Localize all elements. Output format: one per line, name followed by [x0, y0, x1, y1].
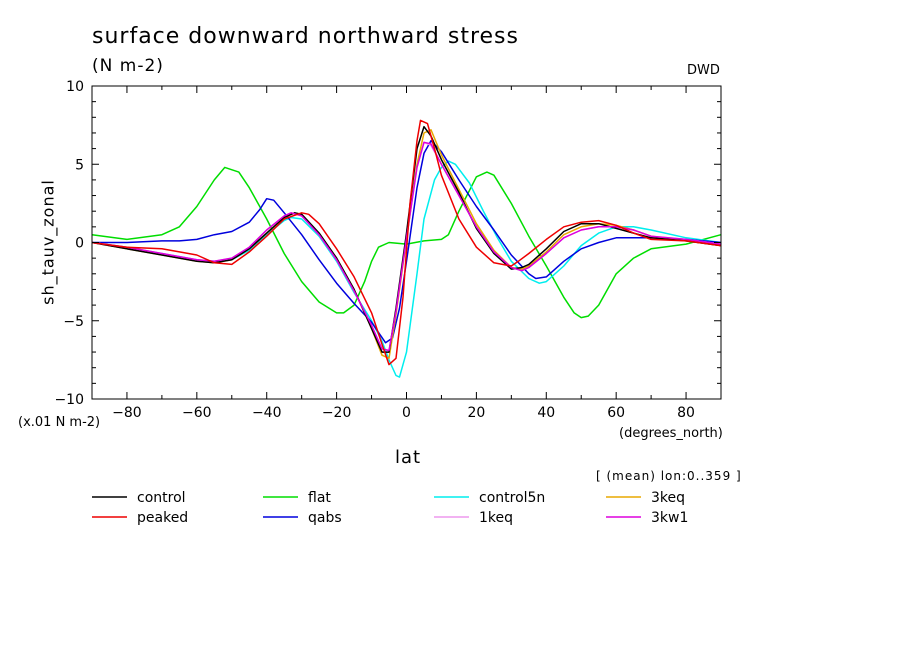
- chart-units: (N m-2): [92, 56, 164, 76]
- series-line-qabs: [92, 140, 722, 344]
- series-line-peaked: [91, 119, 722, 366]
- x-tick-label: −60: [182, 405, 212, 421]
- x-axis-units: (degrees_north): [619, 426, 723, 441]
- tick-labels: −80 −60 −40 −20 0 20 40 60 80 −10 −5 0 5 10: [54, 79, 695, 421]
- legend: control flat control5n 3keq peaked qabs 1keq 3k…: [92, 490, 688, 526]
- y-tick-label: 10: [66, 79, 84, 95]
- x-tick-label: 20: [467, 405, 485, 421]
- legend-label-peaked: peaked: [137, 510, 188, 526]
- series-line-control5n: [91, 160, 722, 378]
- averaging-note: [ (mean) lon:0..359 ]: [596, 469, 742, 483]
- x-tick-label: 60: [607, 405, 625, 421]
- series-line-3kw1: [91, 141, 722, 352]
- data-source-label: DWD: [687, 63, 720, 78]
- legend-label-control5n: control5n: [479, 490, 545, 506]
- y-tick-label: 5: [75, 157, 84, 173]
- legend-label-control: control: [137, 490, 186, 506]
- y-tick-label: 0: [75, 236, 84, 252]
- legend-label-flat: flat: [308, 490, 331, 506]
- legend-label-qabs: qabs: [308, 510, 342, 526]
- x-tick-label: −20: [322, 405, 352, 421]
- x-tick-label: 40: [537, 405, 555, 421]
- x-tick-label: −40: [252, 405, 282, 421]
- plot-lines: [91, 119, 722, 378]
- legend-label-1keq: 1keq: [479, 510, 513, 526]
- y-tick-label: −5: [63, 314, 84, 330]
- legend-label-3kw1: 3kw1: [651, 510, 688, 526]
- y-scale-note: (x.01 N m-2): [18, 415, 101, 430]
- y-tick-label: −10: [54, 392, 84, 408]
- chart-title: surface downward northward stress: [92, 24, 519, 49]
- x-tick-label: 80: [677, 405, 695, 421]
- x-tick-label: 0: [402, 405, 411, 421]
- legend-label-3keq: 3keq: [651, 490, 685, 506]
- x-axis-label: lat: [395, 447, 422, 468]
- x-tick-label: −80: [112, 405, 142, 421]
- axis-ticks: [91, 85, 722, 400]
